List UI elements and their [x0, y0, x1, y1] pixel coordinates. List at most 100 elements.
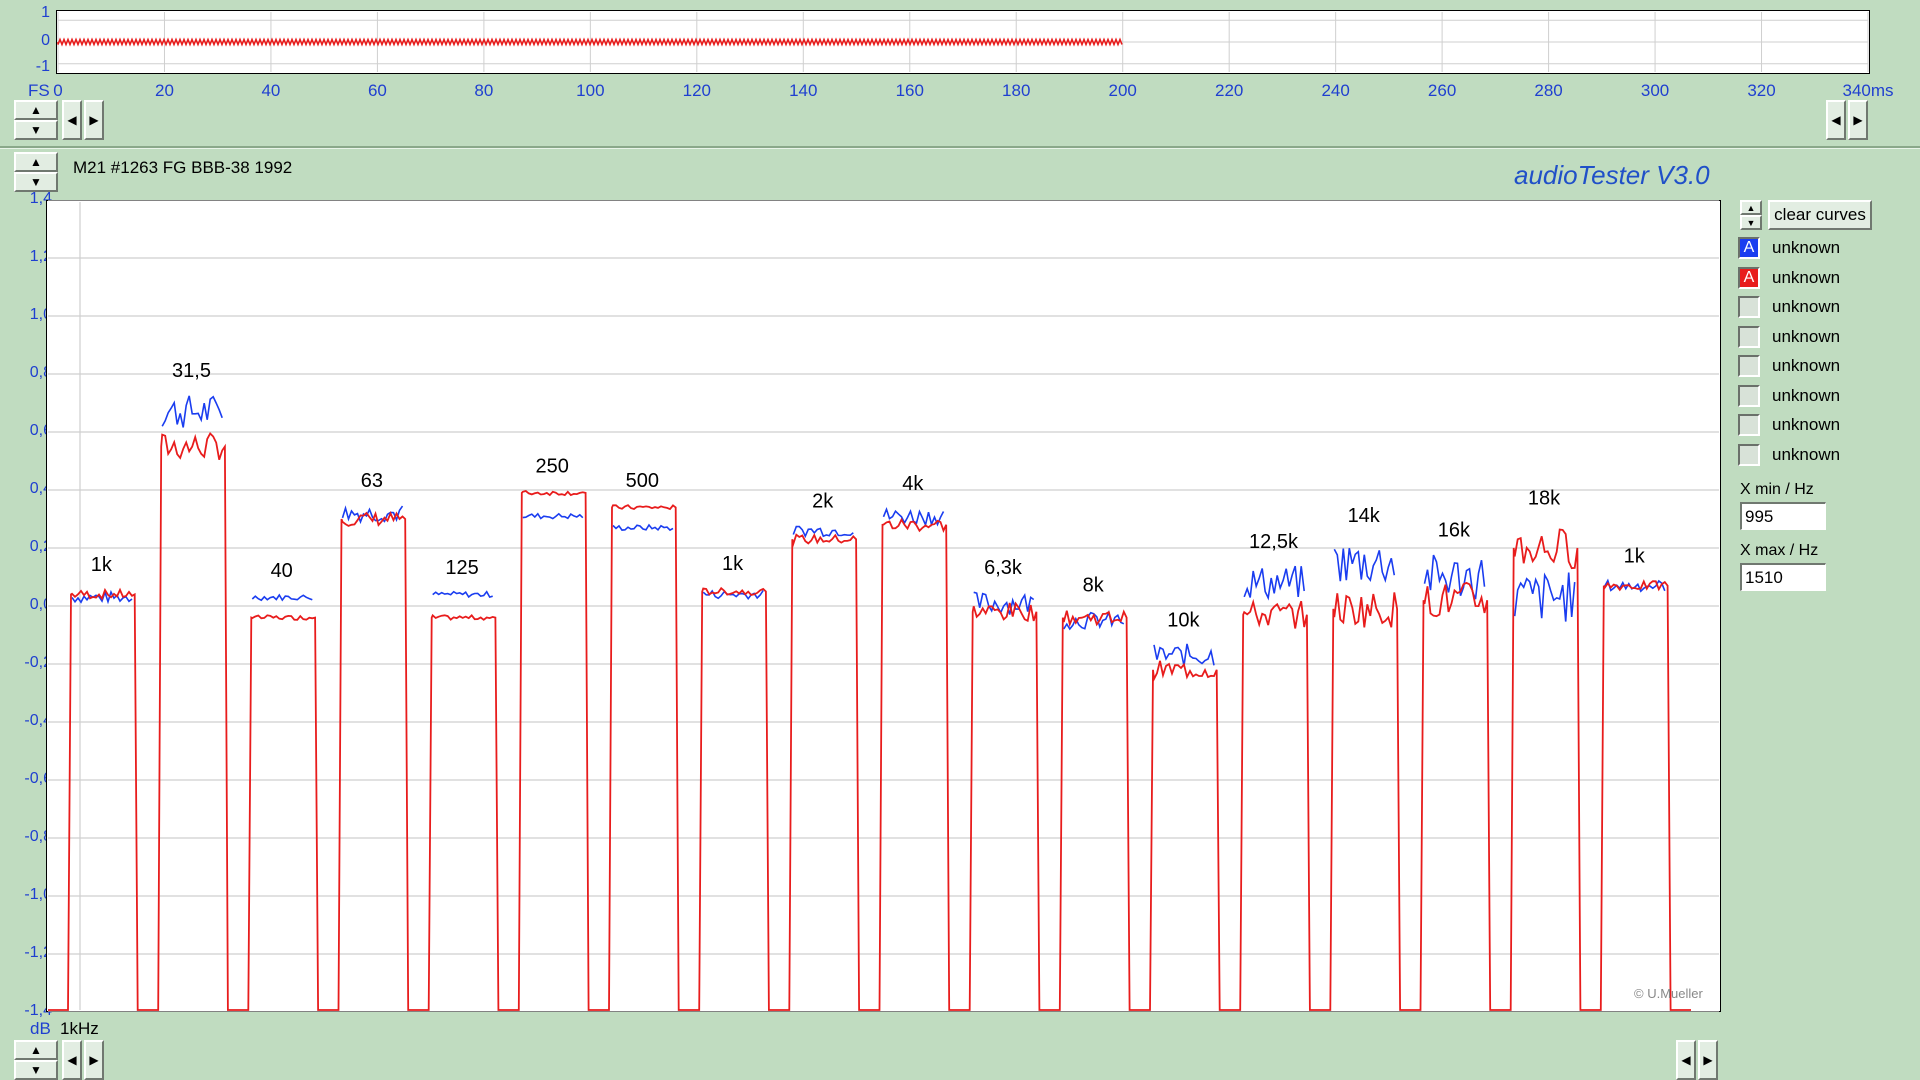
legend-label: unknown [1772, 297, 1841, 316]
waveform-xtick: 240 [1321, 81, 1350, 100]
main-plot: 1k 31,5 40 63 125 250 500 1k 2k 4k 6,3k 8k 10k 12,5k 1… [46, 200, 1721, 1012]
waveform-xtick: 300 [1640, 81, 1670, 100]
waveform-ytick: -1 [35, 58, 50, 75]
waveform-unit-label: FS [28, 81, 50, 100]
curve-color-swatch[interactable]: A [1738, 266, 1760, 289]
waveform-signal [57, 37, 1123, 47]
app-title: audioTester V3.0 [1514, 160, 1710, 190]
zoom-up-button[interactable]: ▲ [14, 1040, 58, 1060]
legend-item[interactable]: unknown [1738, 325, 1840, 349]
blue-series-segment [432, 590, 493, 599]
legend-item[interactable]: unknown [1738, 443, 1840, 467]
curve-color-swatch[interactable] [1738, 414, 1760, 436]
zoom-up-button[interactable]: ▲ [14, 152, 58, 172]
xmin-input[interactable] [1740, 502, 1826, 530]
curve-color-swatch[interactable] [1738, 325, 1760, 348]
blue-series-segment [1243, 565, 1305, 601]
scroll-left-button[interactable]: ◀ [62, 100, 82, 140]
waveform-xtick: 320 [1747, 81, 1776, 100]
xmin-label: X min / Hz [1740, 481, 1814, 498]
segment-label: 10k [1167, 609, 1200, 631]
waveform-xtick: 120 [682, 81, 711, 100]
legend-item[interactable]: unknown [1738, 413, 1840, 437]
zoom-down-button[interactable]: ▼ [14, 172, 58, 192]
scroll-right-button[interactable]: ▶ [1848, 100, 1868, 140]
segment-label: 12,5k [1249, 531, 1299, 553]
segment-label: 125 [445, 557, 478, 579]
legend-item[interactable]: unknown [1738, 354, 1840, 378]
scroll-left-button[interactable]: ◀ [1826, 100, 1846, 140]
curve-color-swatch[interactable] [1738, 443, 1760, 466]
waveform-xtick: 0 [53, 81, 63, 100]
waveform-ytick: 0 [41, 32, 50, 49]
y-unit-label: dB [30, 1019, 51, 1038]
blue-series-segment [161, 395, 223, 428]
segment-label: 1k [722, 553, 744, 575]
waveform-xtick: 20 [155, 81, 174, 100]
blue-series-segment [1513, 572, 1576, 622]
segment-label: 4k [902, 473, 924, 495]
curve-color-swatch[interactable] [1738, 296, 1760, 318]
legend-label: unknown [1772, 415, 1841, 434]
panel-divider [0, 146, 1920, 149]
blue-series-segment [341, 505, 404, 525]
xmax-input[interactable] [1740, 563, 1826, 591]
blue-series-segment [973, 591, 1035, 615]
curve-spinner[interactable]: ▲ ▼ [1740, 200, 1762, 230]
segment-label: 500 [626, 470, 659, 492]
curve-down-button[interactable]: ▼ [1740, 215, 1762, 230]
waveform-xtick: 40 [261, 81, 281, 100]
legend-label: unknown [1772, 267, 1841, 287]
segment-label: 18k [1528, 488, 1561, 510]
waveform-xtick: 220 [1214, 81, 1244, 100]
curve-color-swatch[interactable] [1738, 384, 1760, 407]
blue-series-segment [612, 523, 674, 532]
curve-color-swatch[interactable] [1738, 355, 1760, 377]
zoom-down-button[interactable]: ▼ [14, 1060, 58, 1080]
curve-color-swatch[interactable]: A [1738, 237, 1760, 259]
blue-series-segment [251, 593, 313, 602]
waveform-plot [56, 10, 1870, 74]
scroll-right-button[interactable]: ▶ [1698, 1040, 1718, 1080]
legend-item[interactable]: unknown [1738, 384, 1840, 408]
zoom-up-button[interactable]: ▲ [14, 100, 58, 120]
waveform-xtick: 80 [474, 81, 494, 100]
plot-zoom-spinner[interactable]: ▲ ▼ [14, 152, 58, 192]
scroll-left-button[interactable]: ◀ [62, 1040, 82, 1080]
xmax-label: X max / Hz [1740, 542, 1819, 559]
blue-series-segment [1333, 548, 1396, 583]
scroll-right-button[interactable]: ▶ [84, 100, 104, 140]
legend-label: unknown [1772, 385, 1841, 405]
waveform-zoom-spinner[interactable]: ▲ ▼ [14, 100, 58, 140]
waveform-xtick: 280 [1534, 81, 1563, 100]
scroll-right-button[interactable]: ▶ [84, 1040, 104, 1080]
segment-label: 14k [1348, 505, 1381, 527]
scroll-left-button[interactable]: ◀ [1676, 1040, 1696, 1080]
segment-label: 63 [361, 470, 383, 492]
legend-label: unknown [1772, 238, 1841, 257]
zoom-down-button[interactable]: ▼ [14, 120, 58, 140]
legend-label: unknown [1772, 326, 1841, 346]
waveform-xtick: 100 [576, 81, 605, 100]
clear-curves-button[interactable]: clear curves [1768, 200, 1872, 230]
curve-up-button[interactable]: ▲ [1740, 200, 1762, 215]
legend-label: unknown [1772, 444, 1841, 464]
copyright-note: © U.Mueller [1634, 986, 1703, 1001]
blue-series-segment [522, 512, 584, 520]
waveform-xtick: 180 [1002, 81, 1031, 100]
waveform-xtick: 140 [789, 81, 818, 100]
segment-label: 1k [91, 554, 113, 576]
segment-label: 40 [271, 560, 293, 582]
segment-label: 31,5 [172, 360, 211, 382]
legend-item[interactable]: unknown [1738, 295, 1840, 319]
waveform-xtick: 160 [895, 81, 924, 100]
waveform-xtick: 340ms [1842, 81, 1894, 100]
plot-zoom-spinner[interactable]: ▲ ▼ [14, 1040, 58, 1080]
waveform-ytick: 1 [41, 4, 50, 21]
legend-label: unknown [1772, 356, 1841, 375]
segment-label: 1k [1624, 546, 1646, 568]
blue-series-segment [71, 589, 133, 605]
red-series-trace [48, 432, 1691, 1011]
